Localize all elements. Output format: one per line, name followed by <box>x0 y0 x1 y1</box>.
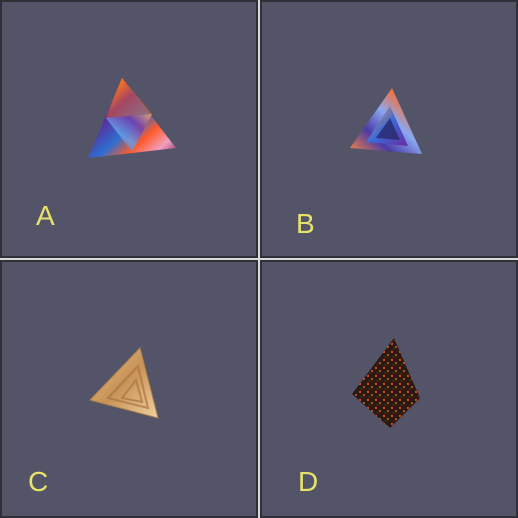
quad-shape-d <box>352 338 420 428</box>
triangle-shape-c <box>89 347 159 419</box>
option-panel-d[interactable]: D <box>260 260 518 518</box>
option-label-c: C <box>28 466 49 497</box>
option-label-b: B <box>296 208 315 239</box>
triangle-shape-b <box>350 88 422 154</box>
option-panel-a[interactable]: A <box>0 0 258 258</box>
option-label-d: D <box>298 466 319 497</box>
option-panel-c[interactable]: C <box>0 260 258 518</box>
option-panel-b[interactable]: B <box>260 0 518 258</box>
triangle-shape-a <box>88 78 176 158</box>
option-label-a: A <box>36 200 55 231</box>
